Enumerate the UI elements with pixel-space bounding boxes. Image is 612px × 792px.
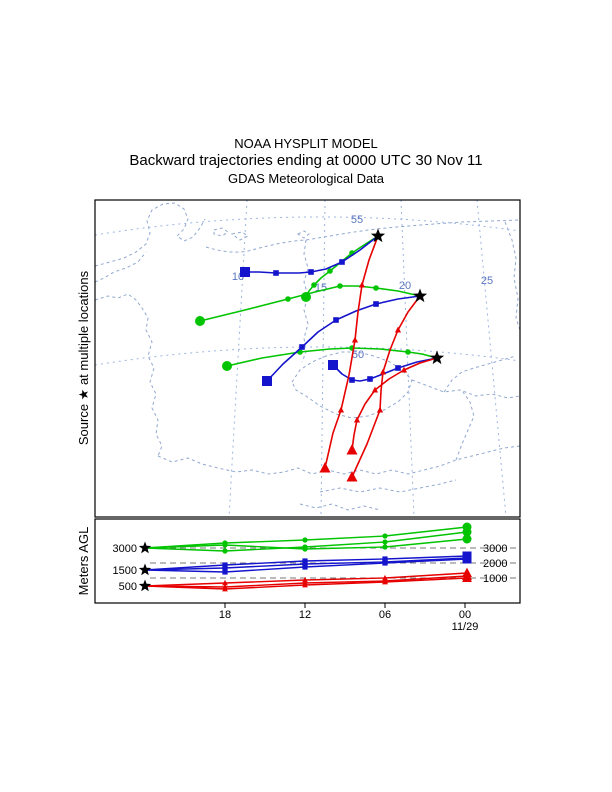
trajectory-marker — [382, 574, 388, 581]
trajectory-marker — [302, 558, 308, 564]
trajectory-marker — [376, 406, 384, 413]
meridian-line — [476, 199, 507, 518]
trajectory-marker — [222, 579, 228, 586]
height-axis-label: 3000 — [483, 543, 507, 555]
trajectory-marker — [222, 562, 228, 568]
trajectory-marker — [373, 301, 379, 307]
trajectory-marker — [302, 581, 308, 588]
trajectory-marker — [351, 336, 359, 343]
trajectory-marker — [222, 361, 232, 371]
trajectory-marker — [462, 534, 472, 544]
trajectory-marker — [302, 564, 308, 570]
trajectory-marker — [302, 561, 308, 567]
map-trajectories — [195, 228, 445, 482]
trajectory-marker — [222, 548, 228, 554]
trajectory-marker — [382, 533, 388, 539]
trajectory-marker — [462, 572, 472, 583]
trajectory-marker — [339, 259, 345, 265]
trajectory-marker — [382, 556, 388, 562]
parallel-line — [94, 216, 521, 236]
map-frame — [94, 199, 521, 518]
meridian-line — [320, 199, 326, 518]
height-axis-label: 3000 — [113, 543, 137, 555]
trajectory-marker — [273, 270, 279, 276]
trajectory-marker — [382, 560, 388, 566]
trajectory-marker — [346, 444, 358, 455]
trajectory-marker — [337, 406, 345, 413]
trajectory-marker — [405, 349, 411, 355]
trajectory-marker — [308, 269, 314, 275]
trajectory-marker — [333, 317, 339, 323]
trajectory-marker — [302, 537, 308, 543]
source-star — [429, 350, 445, 365]
title-block: NOAA HYSPLIT MODEL Backward trajectories… — [0, 136, 612, 187]
met-data-label: GDAS Meteorological Data — [227, 171, 385, 186]
trajectory-marker — [379, 368, 387, 375]
longitude-label: 25 — [481, 275, 493, 287]
height-axis-label: 2000 — [483, 558, 507, 570]
country-borders — [94, 202, 521, 511]
height-profile — [138, 522, 518, 592]
time-tick-label: 00 — [459, 609, 471, 621]
profile-frame — [94, 518, 521, 604]
trajectory-marker — [311, 282, 317, 288]
height-axis-label: 500 — [119, 581, 137, 593]
trajectory-marker — [337, 283, 343, 289]
trajectory-marker — [382, 539, 388, 545]
trajectory-marker — [382, 578, 388, 585]
date-label: 11/29 — [452, 621, 479, 633]
source-star — [138, 579, 152, 592]
trajectory-marker — [328, 360, 338, 370]
longitude-label: 20 — [399, 280, 411, 292]
parallel-line — [94, 346, 521, 366]
trajectory-marker — [462, 527, 472, 537]
trajectory-marker — [346, 471, 358, 482]
meridian-line — [228, 199, 248, 518]
trajectory-marker — [195, 316, 205, 326]
trajectory-marker — [302, 576, 308, 583]
trajectory-marker — [395, 365, 401, 371]
trajectory-marker — [319, 462, 331, 473]
trajectory-marker — [400, 366, 408, 373]
height-axis-label: 1500 — [113, 565, 137, 577]
trajectory-marker — [285, 296, 291, 302]
trajectory-marker — [349, 377, 355, 383]
source-star — [412, 288, 428, 303]
trajectory-marker — [302, 546, 308, 552]
trajectory-marker — [353, 416, 361, 423]
trajectory-marker — [367, 376, 373, 382]
latitude-label: 50 — [352, 349, 364, 361]
trajectory-marker — [382, 544, 388, 550]
latitude-label: 55 — [351, 214, 363, 226]
trajectory-marker — [299, 344, 305, 350]
source-star — [138, 541, 152, 554]
meridian-line — [400, 199, 415, 518]
trajectory-marker — [240, 267, 250, 277]
trajectory-marker — [222, 542, 228, 548]
trajectory-marker — [358, 281, 366, 288]
source-star — [370, 228, 386, 243]
trajectory-marker — [262, 376, 272, 386]
trajectory-marker — [394, 326, 402, 333]
trajectory-marker — [222, 585, 228, 592]
trajectory-marker — [371, 386, 379, 393]
trajectory-path — [245, 235, 379, 274]
time-tick-label: 12 — [299, 609, 311, 621]
trajectory-path — [199, 285, 421, 322]
height-axis-label: 1000 — [483, 573, 507, 585]
time-tick-label: 18 — [219, 609, 231, 621]
trajectory-marker — [327, 268, 333, 274]
model-title: NOAA HYSPLIT MODEL — [234, 136, 378, 151]
trajectory-marker — [462, 554, 472, 564]
plot-subtitle: Backward trajectories ending at 0000 UTC… — [129, 152, 483, 169]
trajectory-marker — [373, 285, 379, 291]
trajectory-marker — [222, 565, 228, 571]
source-star — [138, 563, 152, 576]
trajectory-marker — [222, 569, 228, 575]
time-tick-label: 06 — [379, 609, 391, 621]
